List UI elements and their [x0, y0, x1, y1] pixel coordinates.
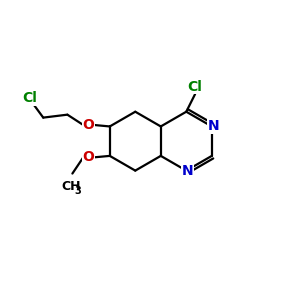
Text: Cl: Cl — [188, 80, 203, 94]
Text: Cl: Cl — [22, 92, 38, 106]
Text: CH: CH — [61, 180, 81, 193]
Text: 3: 3 — [74, 186, 81, 196]
Text: N: N — [182, 164, 194, 178]
Text: O: O — [82, 118, 94, 132]
Text: N: N — [207, 119, 219, 134]
Text: O: O — [82, 150, 94, 164]
